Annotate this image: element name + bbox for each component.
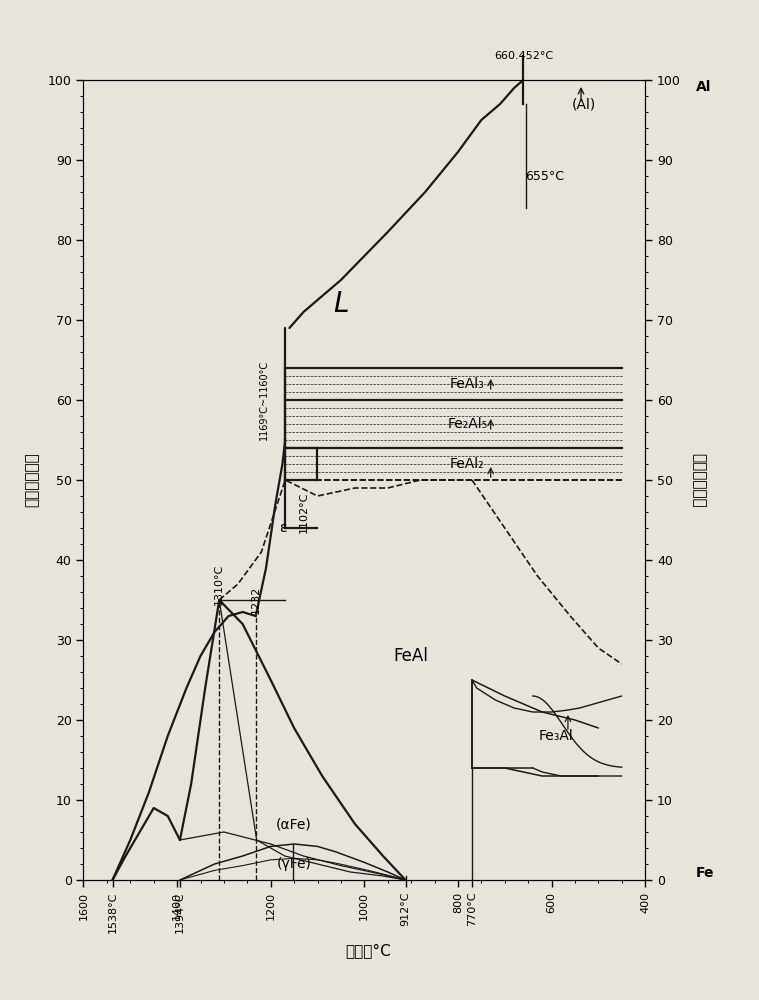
Y-axis label: 铝重量百分数: 铝重量百分数 — [24, 453, 39, 507]
Text: (Al): (Al) — [572, 97, 597, 111]
Text: 1310°C: 1310°C — [214, 563, 224, 605]
Text: ε: ε — [279, 521, 286, 535]
Text: 660.452°C: 660.452°C — [494, 51, 553, 61]
Text: Fe: Fe — [696, 866, 714, 880]
Text: FeAl: FeAl — [394, 647, 429, 665]
Text: FeAl₃: FeAl₃ — [450, 377, 485, 391]
Text: 1232: 1232 — [250, 586, 261, 614]
Text: Fe₃Al: Fe₃Al — [539, 729, 574, 743]
Y-axis label: 铝原子百分数: 铝原子百分数 — [691, 453, 706, 507]
Text: L: L — [333, 290, 348, 318]
Text: 温度，°C: 温度，°C — [345, 943, 391, 958]
Text: 1169°C~1160°C: 1169°C~1160°C — [259, 360, 269, 440]
Text: FeAl₂: FeAl₂ — [450, 457, 484, 471]
Text: Fe₂Al₅: Fe₂Al₅ — [447, 417, 487, 431]
Text: 655°C: 655°C — [525, 169, 564, 182]
Text: (γFe): (γFe) — [277, 857, 311, 871]
Text: (αFe): (αFe) — [276, 817, 312, 831]
Text: 1102°C: 1102°C — [298, 491, 308, 533]
Text: Al: Al — [696, 80, 711, 94]
